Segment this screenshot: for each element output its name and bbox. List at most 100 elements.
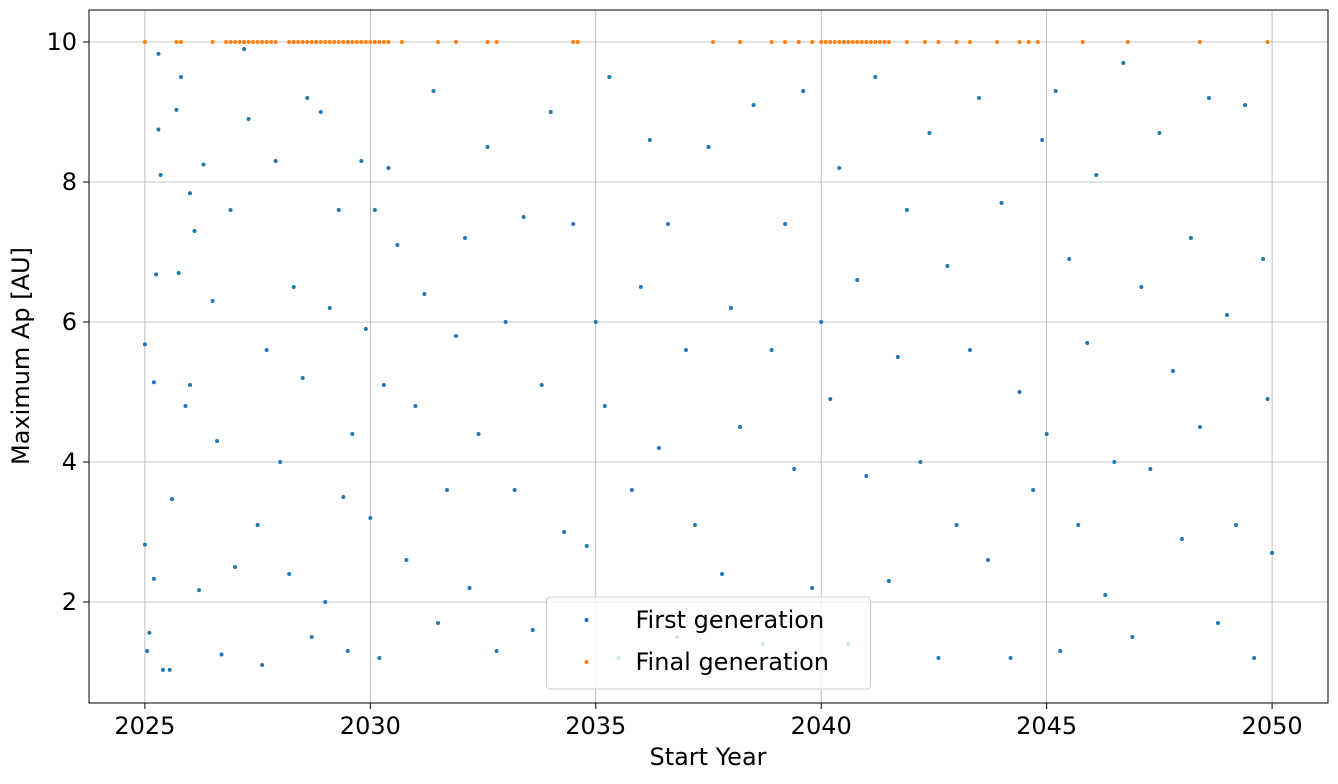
point	[683, 347, 688, 352]
point	[494, 648, 499, 653]
point	[300, 39, 305, 44]
point	[810, 585, 815, 590]
point	[1031, 487, 1036, 492]
point	[187, 191, 192, 196]
point	[796, 39, 801, 44]
point	[1215, 620, 1220, 625]
point	[783, 221, 788, 226]
point	[156, 51, 161, 56]
point	[192, 228, 197, 233]
point	[174, 107, 179, 112]
legend-label: Final generation	[636, 648, 829, 676]
point	[197, 588, 202, 593]
point	[291, 39, 296, 44]
point	[638, 284, 643, 289]
point	[945, 263, 950, 268]
point	[363, 39, 368, 44]
x-tick-label: 2030	[340, 712, 401, 740]
point	[1157, 130, 1162, 135]
point	[868, 39, 873, 44]
point	[1197, 424, 1202, 429]
point	[584, 543, 589, 548]
point	[291, 284, 296, 289]
point	[395, 242, 400, 247]
point	[548, 109, 553, 114]
point	[720, 571, 725, 576]
point	[602, 403, 607, 408]
point	[904, 207, 909, 212]
point	[309, 39, 314, 44]
point	[521, 214, 526, 219]
point	[837, 39, 842, 44]
point	[647, 137, 652, 142]
point	[377, 39, 382, 44]
point	[828, 39, 833, 44]
point	[336, 207, 341, 212]
point	[1225, 312, 1230, 317]
point	[494, 39, 499, 44]
legend-label: First generation	[636, 606, 825, 634]
point	[810, 39, 815, 44]
point	[783, 39, 788, 44]
point	[855, 39, 860, 44]
point	[264, 39, 269, 44]
point	[1103, 592, 1108, 597]
point	[327, 39, 332, 44]
point	[968, 347, 973, 352]
point	[454, 39, 459, 44]
point	[296, 39, 301, 44]
point	[1197, 39, 1202, 44]
point	[242, 39, 247, 44]
point	[769, 347, 774, 352]
point	[260, 39, 265, 44]
y-tick-label: 8	[62, 168, 77, 196]
point	[692, 522, 697, 527]
point	[895, 354, 900, 359]
point	[927, 130, 932, 135]
point	[169, 497, 174, 502]
y-tick-label: 10	[46, 28, 77, 56]
point	[1044, 431, 1049, 436]
point	[571, 39, 576, 44]
point	[273, 39, 278, 44]
legend-box	[546, 596, 871, 690]
point	[819, 39, 824, 44]
point	[151, 380, 156, 385]
point	[176, 270, 181, 275]
point	[1206, 95, 1211, 100]
point	[363, 326, 368, 331]
point	[336, 39, 341, 44]
point	[954, 39, 959, 44]
point	[242, 46, 247, 51]
point	[341, 39, 346, 44]
point	[151, 576, 156, 581]
point	[886, 578, 891, 583]
point	[467, 585, 472, 590]
point	[273, 158, 278, 163]
point	[145, 648, 150, 653]
point	[350, 431, 355, 436]
point	[210, 39, 215, 44]
point	[372, 39, 377, 44]
point	[435, 620, 440, 625]
point	[255, 39, 260, 44]
point	[1265, 39, 1270, 44]
point	[1139, 284, 1144, 289]
point	[431, 88, 436, 93]
point	[729, 305, 734, 310]
point	[1261, 256, 1266, 261]
point	[210, 298, 215, 303]
x-axis-label: Start Year	[649, 743, 766, 771]
point	[485, 39, 490, 44]
point	[318, 39, 323, 44]
point	[1130, 634, 1135, 639]
point	[354, 39, 359, 44]
point	[251, 39, 256, 44]
point	[444, 487, 449, 492]
point	[562, 529, 567, 534]
point	[359, 158, 364, 163]
point	[237, 39, 242, 44]
y-tick-label: 6	[62, 308, 77, 336]
point	[300, 375, 305, 380]
plot-frame	[88, 9, 1329, 704]
